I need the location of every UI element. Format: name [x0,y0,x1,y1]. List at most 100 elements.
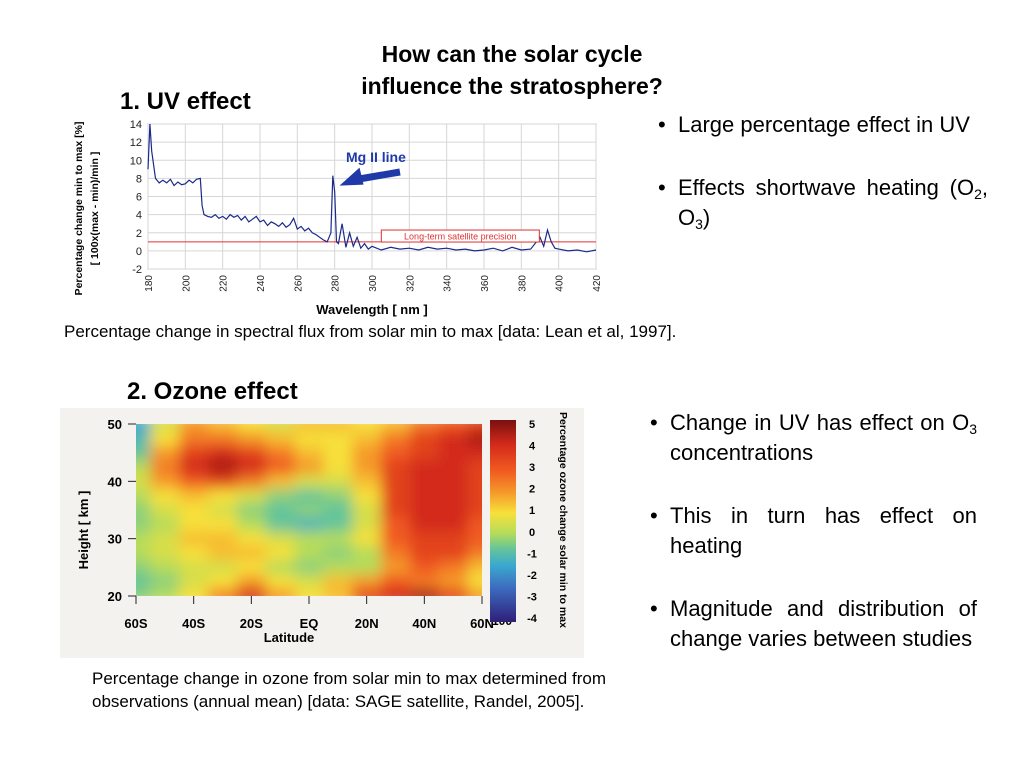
heatmap-cell [265,474,296,490]
heatmap-cell [323,588,354,596]
latitude-tick-label: 40S [182,616,205,631]
heatmap-cell [150,424,181,433]
heatmap-cell [265,502,296,519]
heatmap-cell [323,531,354,547]
heatmap-cell [179,545,209,562]
heatmap-cell [136,424,152,433]
heatmap-cell [294,474,325,490]
heatmap-cell [438,545,469,562]
heatmap-cell [467,545,482,562]
heatmap-cell [467,431,482,447]
colorbar-tick-label: 5 [529,419,535,431]
heatmap-cell [236,560,267,576]
uv-bullet-list: • Large percentage effect in UV • Effect… [658,110,988,266]
y-tick-label: 10 [130,155,142,167]
heatmap-cell [381,531,411,547]
heatmap-cell [467,560,482,576]
x-tick-label: 300 [368,275,379,292]
heatmap-cell [236,424,267,433]
section-heading-uv: 1. UV effect [120,88,251,115]
colorbar-label: Percentage ozone change solar min to max [557,412,569,628]
bullet-shortwave-heating: • Effects shortwave heating (O2, O3) [658,175,988,232]
x-tick-label: 400 [555,275,566,292]
heatmap-cell [323,502,354,519]
latitude-tick-label: 60S [124,616,147,631]
heatmap-cell [236,588,267,596]
heatmap-cell [236,431,267,447]
heatmap-cell [381,574,411,590]
heatmap-cell [208,424,238,433]
x-tick-label: 360 [480,275,491,292]
heatmap-cell [236,474,267,490]
heatmap-cell [150,545,181,562]
heatmap-cell [381,431,411,447]
heatmap-cell [352,574,382,590]
heatmap-cell [265,517,296,533]
heatmap-cell [136,531,152,547]
heatmap-cell [352,588,382,596]
heatmap-cell [294,445,325,461]
latitude-tick-label: 40N [412,616,436,631]
bullet-text: This in turn has effect on heating [670,503,977,558]
x-axis-label: Wavelength [ nm ] [316,302,427,317]
heatmap-cell [179,459,209,476]
heatmap-cell [409,424,440,433]
latitude-tick-label: 60N [470,616,494,631]
latitude-tick-label: 20N [355,616,379,631]
heatmap-cell [352,560,382,576]
heatmap-cell [438,459,469,476]
heatmap-cell [150,574,181,590]
heatmap-cell [409,474,440,490]
heatmap-cell [136,459,152,476]
heatmap-cell [294,531,325,547]
heatmap-cell [150,588,181,596]
heatmap-cell [381,424,411,433]
heatmap-cell [179,445,209,461]
x-tick-label: 220 [219,275,230,292]
heatmap-cell [150,445,181,461]
heatmap-cell [409,588,440,596]
x-tick-label: 380 [517,275,528,292]
heatmap-cell [409,574,440,590]
height-axis-label: Height [ km ] [76,491,91,570]
heatmap-cell [381,502,411,519]
heatmap-cell [136,588,152,596]
heatmap-cell [294,431,325,447]
heatmap-cell [323,488,354,504]
colorbar-tick-label: -4 [527,613,538,625]
heatmap-cell [438,424,469,433]
colorbar-tick-label: 1 [529,505,535,517]
y-tick-label: 6 [136,192,142,204]
heatmap-cell [467,588,482,596]
colorbar-tick-label: 4 [529,441,536,453]
heatmap-cell [409,517,440,533]
mg-ii-label: Mg II line [346,149,406,165]
mg-ii-arrow-head [339,167,364,186]
heatmap-cell [265,588,296,596]
heatmap-cell [265,431,296,447]
heatmap-cell [352,545,382,562]
heatmap-cell [179,424,209,433]
heatmap-field [136,424,482,596]
heatmap-cell [179,574,209,590]
heatmap-cell [467,574,482,590]
heatmap-cell [136,502,152,519]
heatmap-cell [208,517,238,533]
colorbar-tick-label: 2 [529,484,535,496]
y-tick-label: 2 [136,228,142,240]
heatmap-cell [265,459,296,476]
heatmap-cell [323,474,354,490]
x-tick-label: 340 [443,275,454,292]
heatmap-cell [467,502,482,519]
heatmap-cell [323,459,354,476]
heatmap-cell [136,560,152,576]
heatmap-cell [208,502,238,519]
heatmap-cell [381,445,411,461]
heatmap-cell [208,545,238,562]
heatmap-cell [150,560,181,576]
heatmap-cell [323,424,354,433]
heatmap-cell [208,588,238,596]
heatmap-cell [438,560,469,576]
heatmap-cell [467,459,482,476]
heatmap-cell [265,574,296,590]
